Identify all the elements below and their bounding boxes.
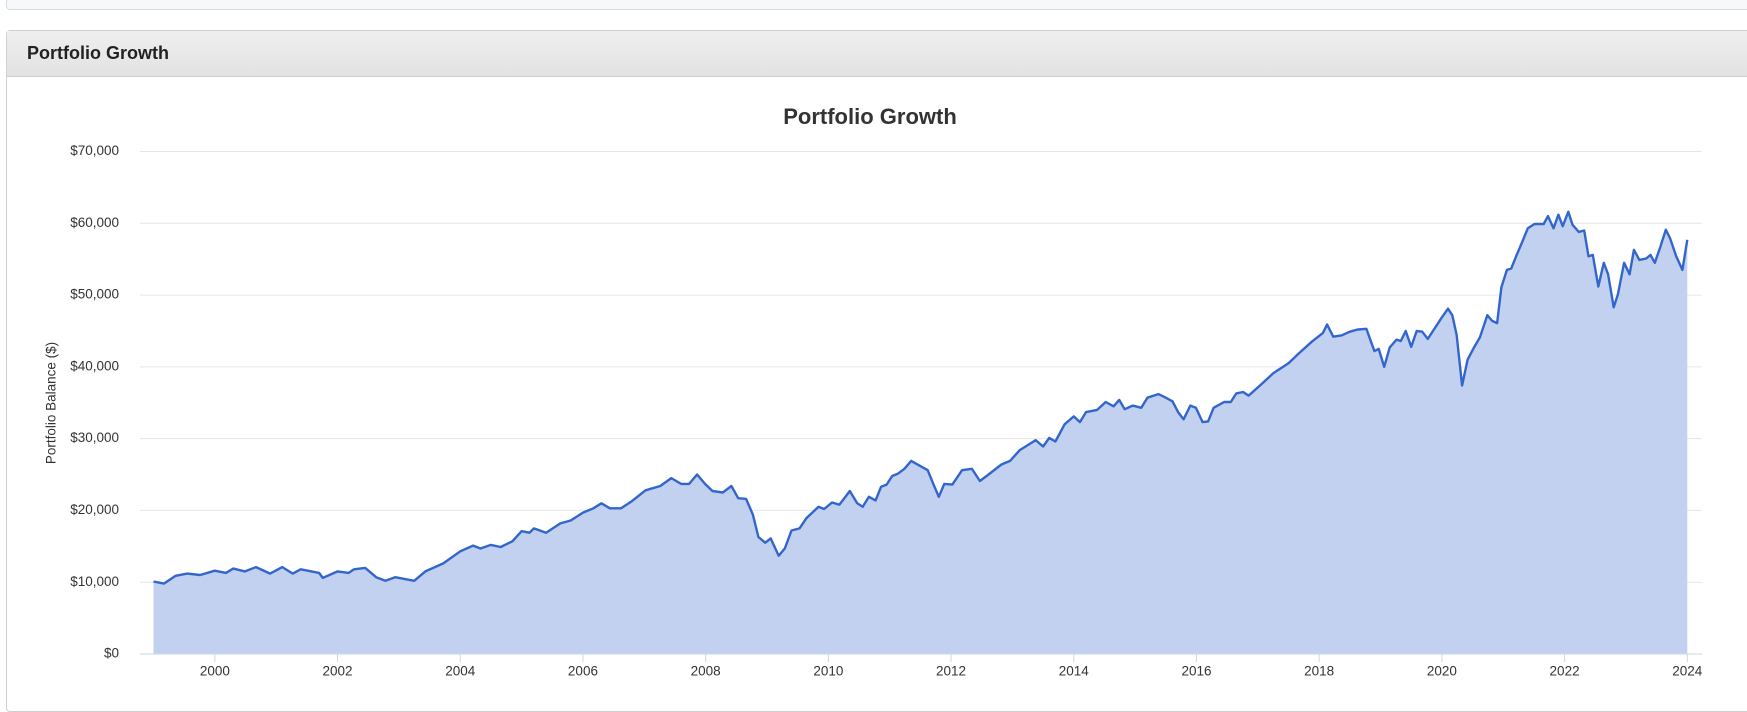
chart-title: Portfolio Growth — [783, 104, 957, 129]
x-tick-label: 2024 — [1672, 664, 1703, 679]
panel-header: Portfolio Growth — [7, 31, 1747, 77]
x-tick-label: 2006 — [568, 664, 598, 679]
y-axis-label: Portfolio Balance ($) — [44, 342, 59, 464]
x-tick-label: 2008 — [691, 664, 721, 679]
page: Portfolio Growth Portfolio Growth Portfo… — [6, 0, 1747, 712]
series-line — [153, 210, 1689, 585]
x-tick-label: 2010 — [813, 664, 843, 679]
x-tick-label: 2014 — [1059, 664, 1090, 679]
panel: Portfolio Growth — [6, 30, 1747, 712]
x-tick-label: 2022 — [1550, 664, 1580, 679]
chart: Portfolio Growth Portfolio Balance ($) $… — [44, 104, 1703, 679]
top-panel — [6, 0, 1747, 10]
y-tick-label: $70,000 — [70, 143, 119, 158]
area-fill — [153, 211, 1688, 655]
x-tick-label: 2004 — [445, 664, 476, 679]
x-tick-label: 2016 — [1181, 664, 1211, 679]
y-tick-label: $50,000 — [70, 287, 119, 302]
y-tick-label: $0 — [104, 646, 119, 661]
y-tick-label: $10,000 — [70, 574, 119, 589]
panel-title: Portfolio Growth — [27, 43, 169, 63]
y-tick-label: $20,000 — [70, 502, 119, 517]
x-tick-label: 2020 — [1427, 664, 1457, 679]
x-tick-label: 2018 — [1304, 664, 1334, 679]
x-tick-label: 2012 — [936, 664, 966, 679]
y-tick-label: $60,000 — [70, 215, 119, 230]
x-tick-label: 2002 — [323, 664, 353, 679]
x-tick-label: 2000 — [200, 664, 230, 679]
y-tick-label: $30,000 — [70, 430, 119, 445]
y-tick-label: $40,000 — [70, 358, 119, 373]
